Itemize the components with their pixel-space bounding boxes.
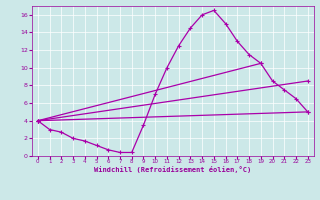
- X-axis label: Windchill (Refroidissement éolien,°C): Windchill (Refroidissement éolien,°C): [94, 166, 252, 173]
